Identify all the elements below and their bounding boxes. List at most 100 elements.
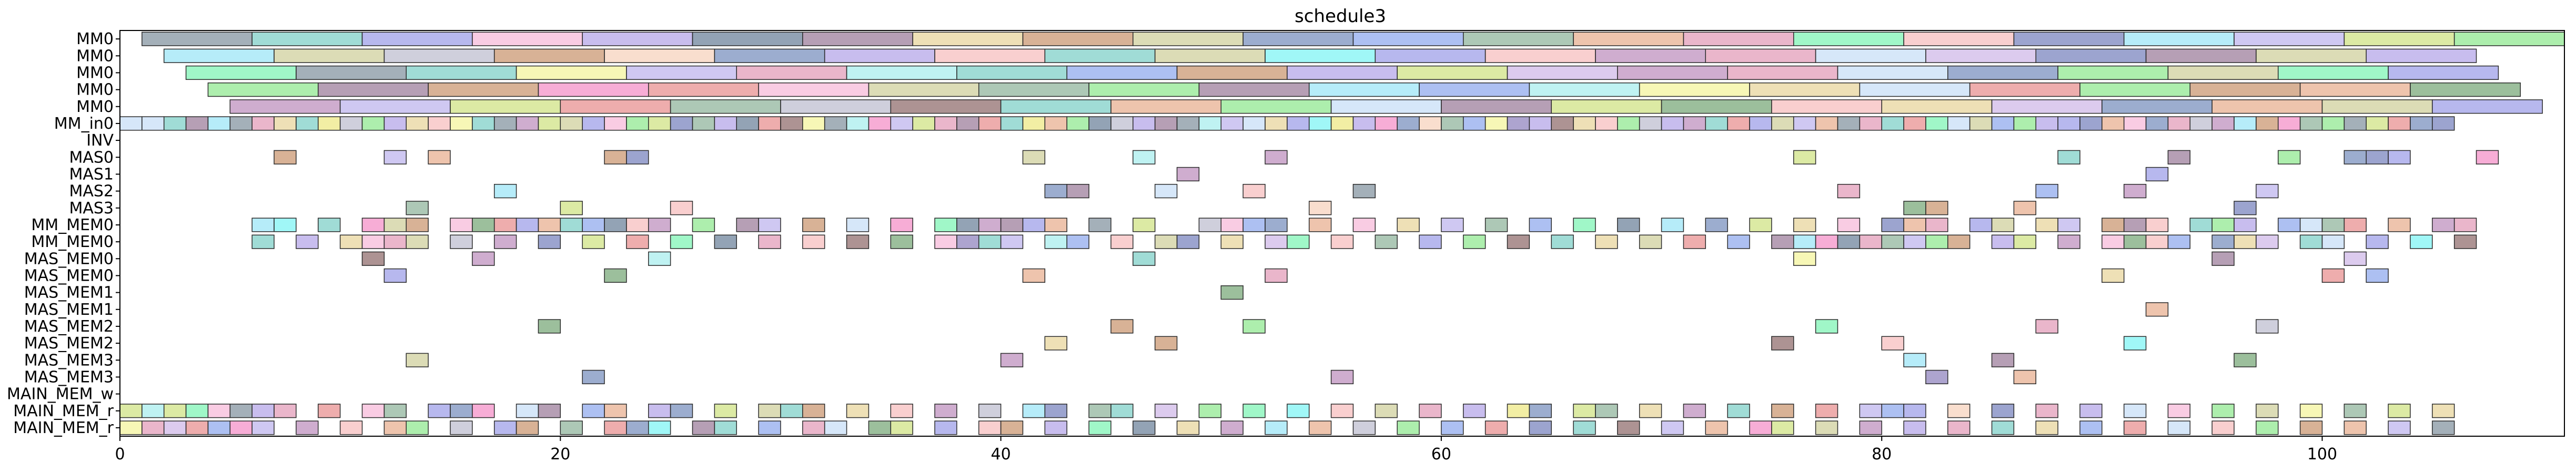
task-bar <box>2145 116 2169 131</box>
task-bar <box>1088 218 1112 232</box>
x-tick-label: 0 <box>115 445 125 464</box>
task-bar <box>1154 183 1178 199</box>
task-bar <box>2035 183 2058 199</box>
task-bar <box>1133 218 1156 232</box>
task-bar <box>2234 32 2345 46</box>
task-bar <box>1947 234 1971 249</box>
task-bar <box>1595 404 1618 418</box>
task-bar <box>1265 268 1288 283</box>
task-bar <box>2321 268 2345 283</box>
task-bar <box>1419 82 1530 97</box>
task-bar <box>1287 65 1398 80</box>
task-bar <box>1815 48 1926 63</box>
task-bar <box>142 116 165 131</box>
task-bar <box>1969 82 2080 97</box>
chart-title: schedule3 <box>1295 6 1386 27</box>
task-bar <box>1154 336 1178 351</box>
task-bar <box>1683 234 1706 249</box>
task-bar <box>2366 116 2389 131</box>
task-bar <box>1991 404 2015 418</box>
task-bar <box>2167 234 2191 249</box>
task-bar <box>890 420 913 435</box>
task-bar <box>2079 420 2103 435</box>
task-bar <box>383 116 407 131</box>
task-bar <box>493 116 517 131</box>
task-bar <box>2366 234 2389 249</box>
task-bar <box>1044 404 1067 418</box>
task-bar <box>1022 404 1046 418</box>
task-bar <box>978 82 1089 97</box>
task-bar <box>1639 116 1662 131</box>
x-axis: 0 20 40 60 80 100 <box>115 436 2337 464</box>
task-bar <box>1529 420 1552 435</box>
task-bar <box>2013 201 2036 215</box>
task-bar <box>2013 369 2036 385</box>
task-bar <box>1198 82 1310 97</box>
task-bar <box>1661 116 1684 131</box>
task-bar <box>1397 420 1420 435</box>
task-bar <box>1837 218 1861 232</box>
task-bar <box>1375 116 1398 131</box>
task-bar <box>1330 404 1354 418</box>
task-bar <box>1991 116 2015 131</box>
task-bar <box>1044 48 1156 63</box>
task-bar <box>2299 420 2323 435</box>
task-bar <box>1110 99 1221 114</box>
task-bar <box>1859 116 1882 131</box>
task-bar <box>758 234 781 249</box>
task-bar <box>1176 167 1200 182</box>
task-bar <box>406 234 429 249</box>
task-bar <box>1352 32 1464 46</box>
task-bar <box>1551 116 1574 131</box>
task-bar <box>2321 234 2345 249</box>
task-bar <box>560 420 583 435</box>
task-bar <box>582 369 605 385</box>
task-bar <box>604 116 627 131</box>
task-bar <box>736 116 759 131</box>
task-bar <box>1881 116 1904 131</box>
task-bar <box>1617 116 1640 131</box>
task-bar <box>1022 268 1046 283</box>
task-bar <box>802 234 825 249</box>
task-bar <box>1308 218 1332 232</box>
task-bar <box>383 218 407 232</box>
task-bar <box>1705 218 1728 232</box>
task-bar <box>1903 353 1926 367</box>
task-bar <box>229 420 252 435</box>
task-bar <box>1242 32 1354 46</box>
task-bar <box>1176 116 1200 131</box>
task-bar <box>1220 218 1244 232</box>
task-bar <box>802 420 825 435</box>
task-bar <box>1000 353 1024 367</box>
task-bar <box>2211 99 2323 114</box>
task-bar <box>582 218 605 232</box>
task-bar <box>1771 336 1794 351</box>
task-bar <box>2278 116 2301 131</box>
task-bar <box>251 116 275 131</box>
task-bar <box>296 420 319 435</box>
task-bar <box>1771 99 1882 114</box>
task-bar <box>890 218 913 232</box>
task-bar <box>2366 48 2477 63</box>
task-bar <box>1969 116 1993 131</box>
task-bar <box>2211 420 2235 435</box>
task-bar <box>2123 218 2147 232</box>
task-bar <box>780 404 803 418</box>
task-bar <box>2278 218 2301 232</box>
task-bar <box>406 353 429 367</box>
task-bar <box>163 404 187 418</box>
task-bar <box>1551 99 1662 114</box>
task-bar <box>1991 99 2103 114</box>
task-bar <box>934 420 957 435</box>
task-bar <box>2211 251 2235 266</box>
task-bar <box>450 116 473 131</box>
task-bar <box>846 234 870 249</box>
task-bar <box>1947 420 1971 435</box>
task-bar <box>2388 420 2411 435</box>
task-bar <box>912 116 935 131</box>
task-bar <box>824 116 847 131</box>
task-bar <box>1881 336 1904 351</box>
task-bar <box>1881 404 1904 418</box>
task-bar <box>846 116 870 131</box>
task-bar <box>934 218 957 232</box>
